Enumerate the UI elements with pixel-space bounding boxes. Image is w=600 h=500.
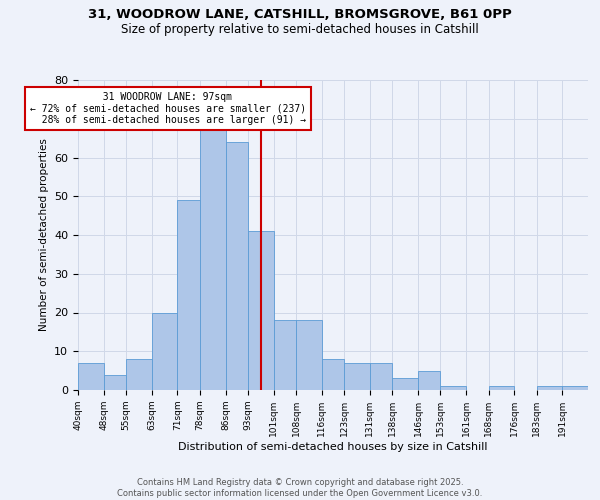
Bar — [488, 386, 514, 390]
Text: 31 WOODROW LANE: 97sqm  
← 72% of semi-detached houses are smaller (237)
  28% o: 31 WOODROW LANE: 97sqm ← 72% of semi-det… — [30, 92, 306, 125]
Bar — [152, 312, 178, 390]
Bar — [104, 374, 126, 390]
Bar — [296, 320, 322, 390]
Bar — [536, 386, 562, 390]
Bar — [178, 200, 200, 390]
Bar — [248, 231, 274, 390]
Bar — [418, 370, 440, 390]
Bar — [562, 386, 588, 390]
Bar — [344, 363, 370, 390]
Y-axis label: Number of semi-detached properties: Number of semi-detached properties — [38, 138, 49, 332]
Text: 31, WOODROW LANE, CATSHILL, BROMSGROVE, B61 0PP: 31, WOODROW LANE, CATSHILL, BROMSGROVE, … — [88, 8, 512, 20]
Bar — [440, 386, 466, 390]
Text: Contains HM Land Registry data © Crown copyright and database right 2025.
Contai: Contains HM Land Registry data © Crown c… — [118, 478, 482, 498]
Bar — [392, 378, 418, 390]
Bar — [126, 359, 152, 390]
Bar — [322, 359, 344, 390]
Bar — [78, 363, 104, 390]
Text: Distribution of semi-detached houses by size in Catshill: Distribution of semi-detached houses by … — [178, 442, 488, 452]
Bar — [370, 363, 392, 390]
Bar — [226, 142, 248, 390]
Text: Size of property relative to semi-detached houses in Catshill: Size of property relative to semi-detach… — [121, 22, 479, 36]
Bar — [274, 320, 296, 390]
Bar — [200, 130, 226, 390]
